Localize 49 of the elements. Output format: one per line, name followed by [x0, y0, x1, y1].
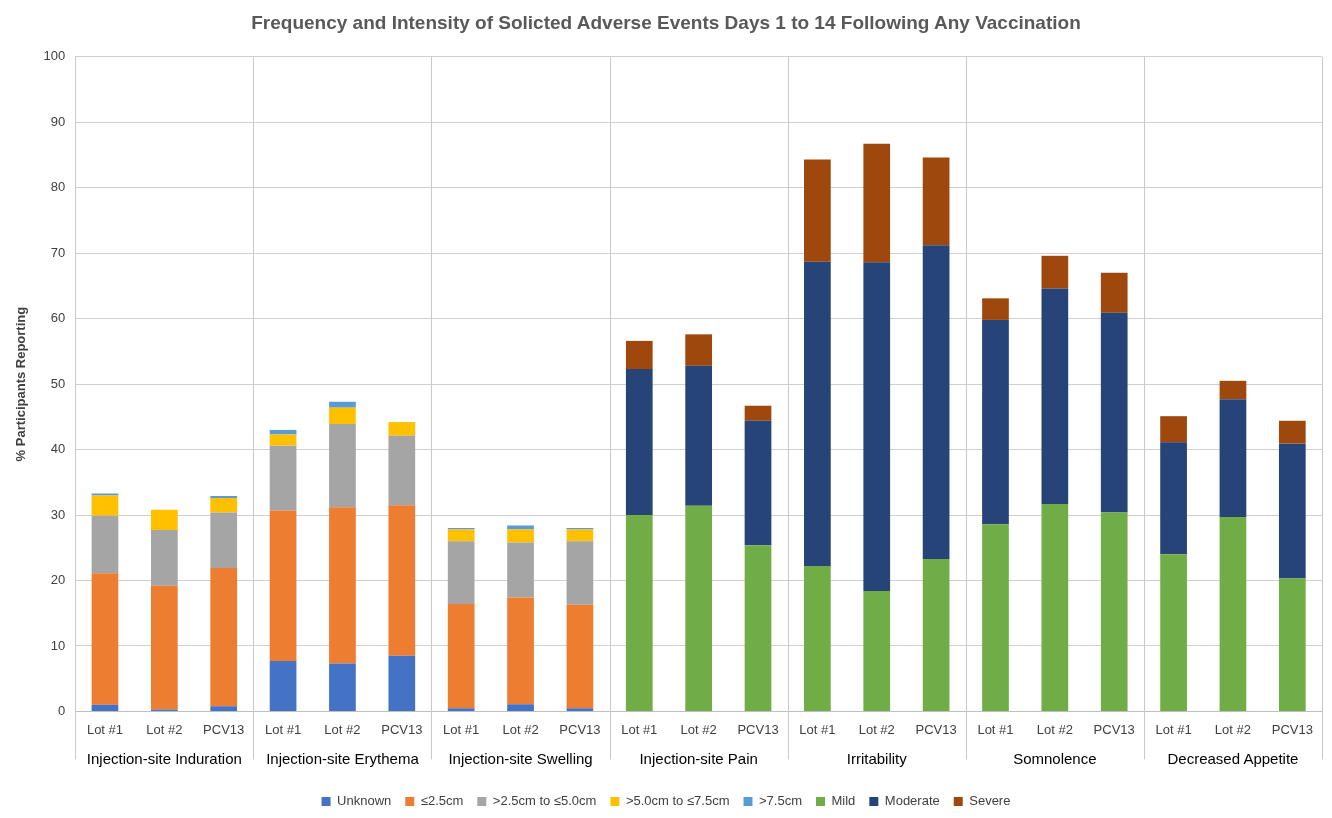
x-tick-label: Lot #2 — [146, 721, 183, 737]
x-tick-label: Lot #1 — [443, 721, 480, 737]
y-tick-label: 0 — [58, 702, 66, 718]
y-tick-label: 10 — [50, 637, 66, 653]
chart-title: Frequency and Intensity of Solicted Adverse Events Days 1 to 14 Following Any Vaccination — [251, 11, 1081, 33]
x-tick-label: PCV13 — [915, 721, 957, 737]
text: Irritability — [846, 749, 908, 767]
y-tick-label: 70 — [50, 244, 66, 260]
x-tick-label: Lot #1 — [1155, 721, 1192, 737]
y-tick-label: 30 — [50, 506, 66, 522]
x-tick-label: PCV13 — [737, 721, 779, 737]
y-tick-label: 50 — [50, 375, 66, 391]
x-tick-label: Lot #2 — [1214, 721, 1252, 737]
y-tick-label: 60 — [50, 310, 66, 326]
y-tick-label: 100 — [43, 48, 66, 64]
legend-label: >5.0cm to ≤7.5cm — [625, 793, 730, 809]
x-tick-label: PCV13 — [559, 721, 601, 737]
x-tick-label: Lot #2 — [502, 721, 539, 737]
x-tick-label: Lot #1 — [977, 721, 1014, 737]
legend-label: Unknown — [337, 793, 392, 809]
text: Injection-site Erythema — [266, 749, 420, 767]
x-tick-label: Lot #1 — [799, 721, 836, 737]
legend-label: Moderate — [884, 793, 940, 809]
y-tick-label: 20 — [50, 572, 66, 588]
x-tick-label: PCV13 — [381, 721, 423, 737]
x-tick-label: Lot #2 — [324, 721, 361, 737]
legend-label: >2.5cm to ≤5.0cm — [492, 793, 597, 809]
legend-label: >7.5cm — [758, 793, 802, 809]
y-tick-label: 40 — [50, 441, 66, 457]
legend-label: Mild — [831, 793, 856, 809]
x-tick-label: Lot #1 — [86, 721, 124, 737]
legend-label: Severe — [969, 793, 1011, 809]
x-tick-label: Lot #2 — [858, 721, 895, 737]
legend-label: ≤2.5cm — [420, 793, 464, 809]
text: Somnolence — [1013, 749, 1097, 767]
x-tick-label: Lot #2 — [1036, 721, 1073, 737]
x-tick-label: PCV13 — [1093, 721, 1135, 737]
y-tick-label: 90 — [50, 113, 66, 129]
text: Decreased Appetite — [1167, 749, 1299, 767]
text: Injection-site Induration — [86, 749, 242, 767]
x-tick-label: Lot #2 — [680, 721, 717, 737]
text: Injection-site Swelling — [448, 749, 593, 767]
y-axis-title: % Participants Reporting — [13, 306, 29, 462]
x-tick-label: PCV13 — [203, 721, 245, 737]
x-tick-label: PCV13 — [1271, 721, 1313, 737]
x-tick-label: Lot #1 — [621, 721, 658, 737]
text: Injection-site Pain — [639, 749, 758, 767]
y-tick-label: 80 — [50, 179, 66, 195]
x-tick-label: Lot #1 — [265, 721, 302, 737]
